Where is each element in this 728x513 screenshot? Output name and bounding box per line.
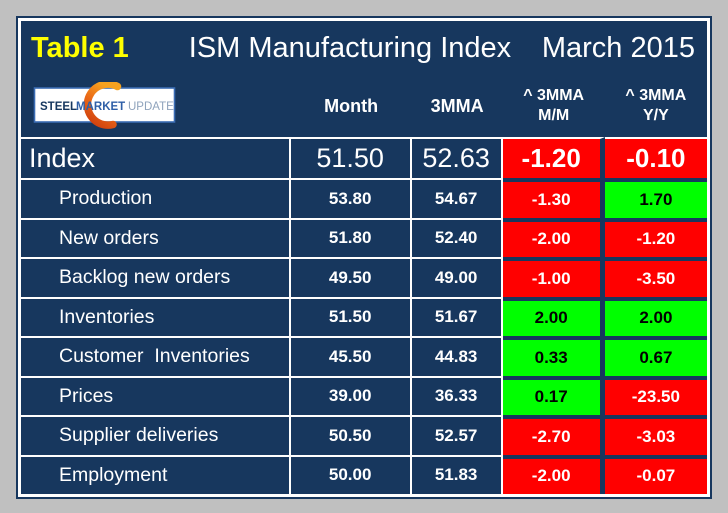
title-row: Table 1 ISM Manufacturing Index March 20…: [21, 21, 707, 75]
steel-market-update-logo: STEEL MARKET UPDATE: [33, 82, 176, 129]
mm-change-cell: 0.17: [502, 375, 605, 415]
table-number-label: Table 1: [31, 31, 129, 64]
month-value: 50.00: [290, 454, 412, 494]
3mma-value: 52.40: [411, 217, 503, 257]
3mma-value: 54.67: [411, 178, 503, 218]
logo-background: [33, 87, 176, 123]
yy-change-cell: -3.50: [604, 257, 707, 297]
3mma-value: 36.33: [411, 375, 503, 415]
ism-manufacturing-table: Table 1 ISM Manufacturing Index March 20…: [16, 16, 712, 499]
mm-change-cell: -2.00: [502, 454, 605, 494]
yy-change-cell: -0.07: [604, 454, 707, 494]
3mma-value: 52.57: [411, 415, 503, 455]
column-header-month: Month: [324, 95, 379, 116]
row-label: Supplier deliveries: [21, 415, 291, 455]
column-header-3mma: 3MMA: [430, 95, 484, 116]
month-value: 53.80: [290, 178, 412, 218]
column-header-3mma-yy-line1: ^ 3MMA: [625, 87, 687, 104]
3mma-value: 44.83: [411, 336, 503, 376]
table-row-customer-inventories: Customer Inventories 45.50 44.83 0.33 0.…: [21, 336, 707, 376]
month-value: 51.50: [290, 296, 412, 336]
table-row-employment: Employment 50.00 51.83 -2.00 -0.07: [21, 454, 707, 494]
3mma-value: 51.67: [411, 296, 503, 336]
column-header-3mma-yy: ^ 3MMA Y/Y: [605, 86, 707, 126]
table-row-index: Index 51.50 52.63 -1.20 -0.10: [21, 137, 707, 178]
mm-change-cell: -1.20: [502, 137, 605, 178]
row-label: Customer Inventories: [21, 336, 291, 376]
mm-change-cell: -2.00: [502, 217, 605, 257]
row-label: New orders: [21, 217, 291, 257]
mm-change-cell: -1.30: [502, 178, 605, 218]
3mma-value: 49.00: [411, 257, 503, 297]
3mma-value: 52.63: [411, 137, 503, 178]
logo-swoosh-icon: [83, 82, 122, 129]
report-date: March 2015: [541, 31, 695, 64]
column-header-3mma-mm-line2: M/M: [538, 107, 570, 124]
month-value: 39.00: [290, 375, 412, 415]
table-row-backlog-new-orders: Backlog new orders 49.50 49.00 -1.00 -3.…: [21, 257, 707, 297]
month-value: 50.50: [290, 415, 412, 455]
yy-change-cell: -0.10: [604, 137, 707, 178]
yy-change-cell: 2.00: [604, 296, 707, 336]
page-title: ISM Manufacturing Index: [188, 31, 512, 64]
yy-change-cell: -3.03: [604, 415, 707, 455]
table-row-inventories: Inventories 51.50 51.67 2.00 2.00: [21, 296, 707, 336]
yy-change-cell: 0.67: [604, 336, 707, 376]
mm-change-cell: 0.33: [502, 336, 605, 376]
table-row-production: Production 53.80 54.67 -1.30 1.70: [21, 178, 707, 218]
column-header-3mma-yy-line2: Y/Y: [642, 107, 669, 124]
month-value: 45.50: [290, 336, 412, 376]
month-value: 51.80: [290, 217, 412, 257]
row-label: Employment: [21, 454, 291, 494]
table-row-supplier-deliveries: Supplier deliveries 50.50 52.57 -2.70 -3…: [21, 415, 707, 455]
column-header-3mma-mm-line1: ^ 3MMA: [523, 87, 585, 104]
mm-change-cell: -1.00: [502, 257, 605, 297]
row-label: Backlog new orders: [21, 257, 291, 297]
month-value: 51.50: [290, 137, 412, 178]
yy-change-cell: -23.50: [604, 375, 707, 415]
table-row-new-orders: New orders 51.80 52.40 -2.00 -1.20: [21, 217, 707, 257]
row-label: Inventories: [21, 296, 291, 336]
row-label: Prices: [21, 375, 291, 415]
month-value: 49.50: [290, 257, 412, 297]
table-row-prices: Prices 39.00 36.33 0.17 -23.50: [21, 375, 707, 415]
column-header-row: STEEL MARKET UPDATE Month 3MMA ^ 3MMA M/…: [21, 75, 707, 137]
mm-change-cell: -2.70: [502, 415, 605, 455]
mm-change-cell: 2.00: [502, 296, 605, 336]
yy-change-cell: -1.20: [604, 217, 707, 257]
logo-cell: STEEL MARKET UPDATE: [21, 82, 291, 130]
row-label: Index: [21, 137, 291, 178]
logo-word-steel: STEEL: [40, 101, 77, 113]
yy-change-cell: 1.70: [604, 178, 707, 218]
3mma-value: 51.83: [411, 454, 503, 494]
column-header-3mma-mm: ^ 3MMA M/M: [503, 86, 605, 126]
logo-word-market: MARKET: [76, 101, 125, 113]
row-label: Production: [21, 178, 291, 218]
logo-word-update: UPDATE: [128, 101, 174, 113]
